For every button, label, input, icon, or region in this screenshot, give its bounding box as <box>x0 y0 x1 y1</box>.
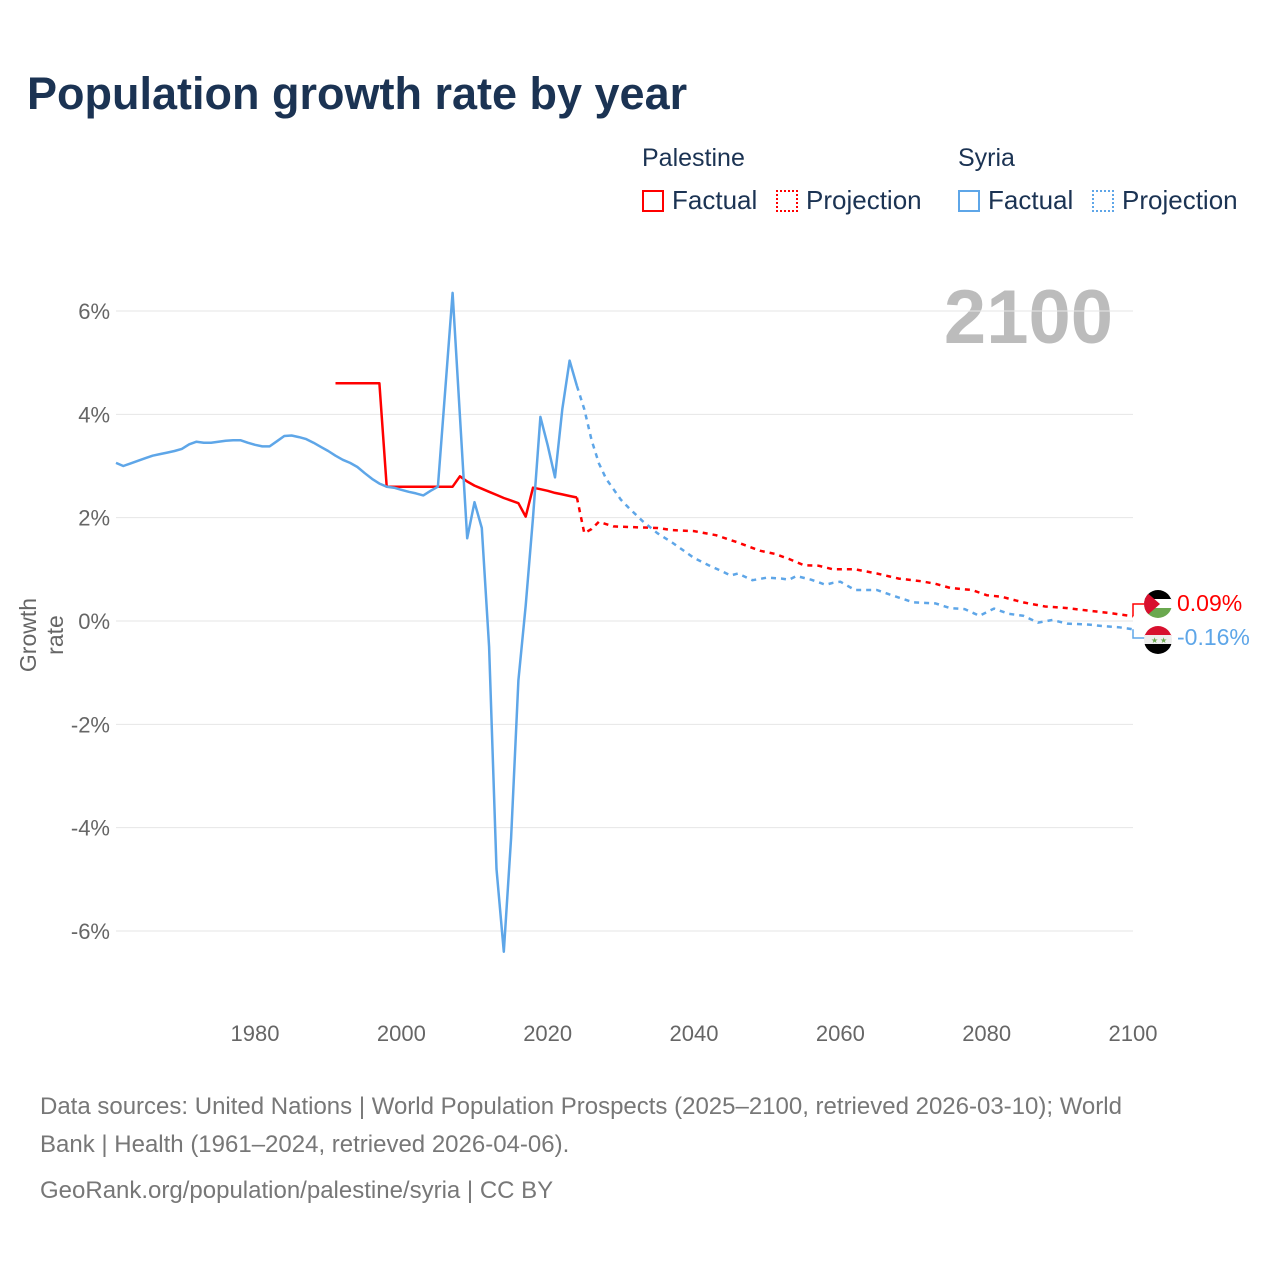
legend-label: Factual <box>672 185 758 215</box>
syria-end-value: -0.16% <box>1177 624 1250 650</box>
y-tick-label: -4% <box>71 816 110 841</box>
x-tick-label: 2020 <box>523 1021 572 1046</box>
legend-label: Factual <box>988 185 1074 215</box>
legend-group-syria: Syria <box>958 144 1015 172</box>
x-tick-label: 2040 <box>670 1021 719 1046</box>
series-line-palestine-factual <box>335 382 578 518</box>
footer-credit: GeoRank.org/population/palestine/syria |… <box>40 1177 554 1204</box>
palestine-connector <box>1132 603 1148 617</box>
y-tick-label: 2% <box>78 506 110 531</box>
y-tick-label: 6% <box>78 299 110 324</box>
footer: Data sources: United Nations | World Pop… <box>40 1088 1240 1210</box>
series-line-syria-factual <box>115 291 579 953</box>
footer-sources-cont: Bank | Health (1961–2024, retrieved 2026… <box>40 1131 570 1158</box>
legend-syria-projection[interactable]: Projection <box>1092 185 1238 216</box>
legend-swatch-solid <box>642 189 664 212</box>
legend-swatch-solid <box>958 189 980 212</box>
x-tick-label: 2000 <box>377 1021 426 1046</box>
svg-text:★: ★ <box>1151 636 1158 645</box>
x-tick-label: 2060 <box>816 1021 865 1046</box>
current-year-watermark: 2100 <box>943 275 1113 360</box>
syria-flag-icon: ★ ★ <box>1144 626 1172 654</box>
x-tick-label: 2080 <box>962 1021 1011 1046</box>
legend-palestine-projection[interactable]: Projection <box>776 185 922 216</box>
legend-syria-factual[interactable]: Factual <box>958 185 1073 216</box>
syria-connector <box>1132 629 1148 639</box>
legend-swatch-dotted <box>776 189 798 212</box>
series-line-palestine-projection <box>575 497 1134 618</box>
legend-palestine-factual[interactable]: Factual <box>642 185 757 216</box>
series-line-syria-projection <box>575 385 1134 631</box>
chart-title: Population growth rate by year <box>27 68 688 119</box>
x-tick-label: 1980 <box>231 1021 280 1046</box>
footer-sources: Data sources: United Nations | World Pop… <box>40 1093 1122 1120</box>
legend-swatch-dotted <box>1092 189 1114 212</box>
svg-text:★: ★ <box>1160 636 1167 645</box>
x-tick-label: 2100 <box>1109 1021 1158 1046</box>
palestine-flag-icon <box>1144 590 1172 618</box>
palestine-end-value: 0.09% <box>1177 590 1243 616</box>
y-tick-label: -2% <box>71 712 110 737</box>
y-tick-label: 0% <box>78 609 110 634</box>
legend-group-palestine: Palestine <box>642 144 745 172</box>
y-tick-label: 4% <box>78 402 110 427</box>
y-tick-label: -6% <box>71 919 110 944</box>
legend-label: Projection <box>806 185 922 215</box>
legend-label: Projection <box>1122 185 1238 215</box>
